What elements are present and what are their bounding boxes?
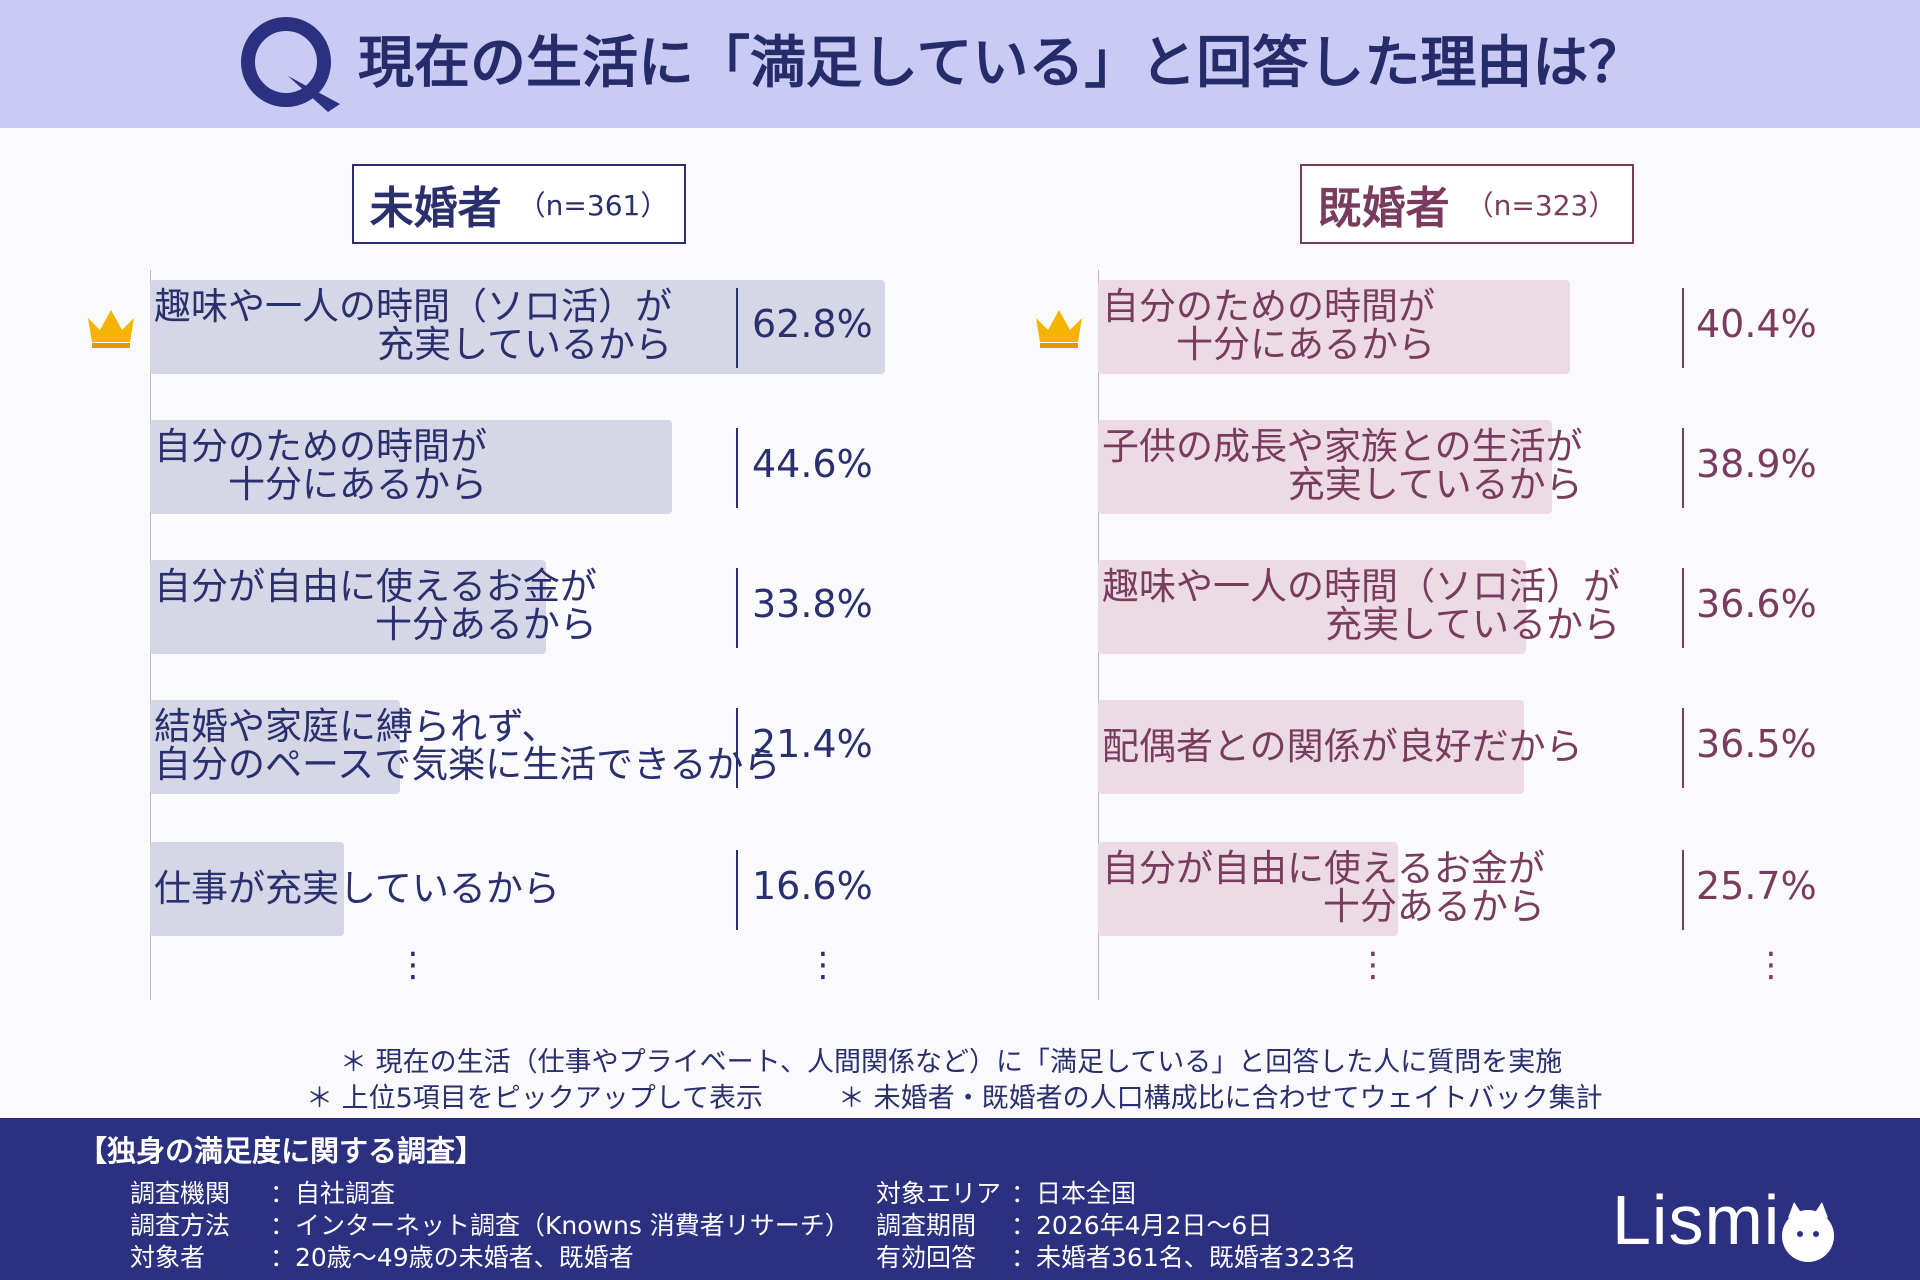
value-separator (736, 428, 738, 508)
q-mark-icon (241, 17, 340, 112)
bar-label: 子供の成長や家族との生活が 充実しているから (1102, 428, 1583, 504)
bar-label-line: 十分あるから (1322, 885, 1545, 928)
value-label: 36.6% (1696, 582, 1817, 626)
value-separator (1682, 428, 1684, 508)
bar-label: 趣味や一人の時間（ソロ活）が 充実しているから (1102, 568, 1620, 644)
crown-icon (1036, 310, 1082, 348)
ellipsis-vertical-icon: ⋮ (1356, 945, 1390, 985)
bar-label: 仕事が充実しているから (154, 870, 560, 908)
group-sample-size: （n=361） (517, 189, 669, 222)
footer-row: 調査機関 ：自社調査 (130, 1179, 396, 1208)
bar-label-line: 十分あるから (374, 603, 597, 646)
footer-row: 対象者 ：20歳～49歳の未婚者、既婚者 (130, 1243, 634, 1272)
bar-label-line: 子供の成長や家族との生活が (1102, 425, 1583, 468)
bar-label-line: 十分にあるから (228, 463, 487, 506)
bar-label-line: 配偶者との関係が良好だから (1102, 725, 1583, 768)
value-separator (736, 708, 738, 788)
bar-label: 自分のための時間が 十分にあるから (154, 428, 487, 504)
header-banner: 現在の生活に「満足している」と回答した理由は？ (0, 0, 1920, 128)
bar-label-line: 自分のペースで気楽に生活できるから (154, 743, 781, 786)
group-sample-size: （n=323） (1465, 189, 1617, 222)
bar (150, 280, 885, 374)
bar (1098, 420, 1552, 514)
bar-label-line: 充実しているから (1287, 463, 1583, 506)
bar-label-line: 趣味や一人の時間（ソロ活）が (154, 285, 672, 328)
bar-label-line: 趣味や一人の時間（ソロ活）が (1102, 565, 1620, 608)
bar-label-line: 充実しているから (377, 323, 672, 366)
value-label: 16.6% (752, 864, 873, 908)
value-separator (736, 288, 738, 368)
value-label: 33.8% (752, 582, 873, 626)
bar (150, 700, 400, 794)
group-label-unmarried: 未婚者 （n=361） (352, 164, 686, 244)
value-separator (1682, 288, 1684, 368)
note-weightback: ＊ 未婚者・既婚者の人口構成比に合わせてウェイトバック集計 (838, 1083, 1603, 1114)
footer-row: 調査方法 ：インターネット調査（Knowns 消費者リサーチ） (130, 1211, 850, 1240)
footer-row: 調査期間 ：2026年4月2日～6日 (876, 1211, 1273, 1240)
bar-label-line: 十分にあるから (1176, 323, 1435, 366)
bar-label-line: 仕事が充実しているから (154, 867, 560, 910)
value-label: 25.7% (1696, 864, 1817, 908)
cat-mascot-icon (1782, 1202, 1834, 1262)
group-label-married: 既婚者 （n=323） (1300, 164, 1634, 244)
bar-label: 自分が自由に使えるお金が 十分あるから (1102, 850, 1545, 926)
value-separator (1682, 708, 1684, 788)
bar (150, 560, 546, 654)
bar (150, 420, 672, 514)
bar (1098, 280, 1570, 374)
value-label: 40.4% (1696, 302, 1817, 346)
page-title: 現在の生活に「満足している」と回答した理由は？ (358, 31, 1645, 96)
value-label: 36.5% (1696, 722, 1817, 766)
ellipsis-vertical-icon: ⋮ (806, 945, 840, 985)
value-separator (1682, 850, 1684, 930)
value-label: 21.4% (752, 722, 873, 766)
bar (150, 842, 344, 936)
value-separator (736, 568, 738, 648)
bar-label: 自分のための時間が 十分にあるから (1102, 288, 1435, 364)
ellipsis-vertical-icon: ⋮ (396, 945, 430, 985)
bar-label-line: 自分のための時間が (1102, 285, 1435, 328)
bar-label: 自分が自由に使えるお金が 十分あるから (154, 568, 597, 644)
value-separator (1682, 568, 1684, 648)
crown-icon (88, 310, 134, 348)
bar-label: 結婚や家庭に縛られず、 自分のペースで気楽に生活できるから (154, 708, 780, 784)
bar (1098, 560, 1526, 654)
group-name: 未婚者 (369, 183, 502, 234)
bar-label-line: 充実しているから (1325, 603, 1620, 646)
bar-label-line: 自分が自由に使えるお金が (154, 565, 597, 608)
footer-row: 有効回答 ：未婚者361名、既婚者323名 (876, 1243, 1357, 1272)
ellipsis-vertical-icon: ⋮ (1754, 945, 1788, 985)
brand-logo: Lismi (1612, 1181, 1781, 1259)
value-label: 44.6% (752, 442, 873, 486)
group-name: 既婚者 (1317, 183, 1450, 234)
bar-label-line: 結婚や家庭に縛られず、 (154, 705, 559, 748)
value-separator (736, 850, 738, 930)
bar-label-line: 自分が自由に使えるお金が (1102, 847, 1545, 890)
survey-title: 【独身の満足度に関する調査】 (78, 1134, 485, 1168)
footer-row: 対象エリア ：日本全国 (876, 1179, 1137, 1208)
bar (1098, 842, 1398, 936)
survey-footer: 【独身の満足度に関する調査】 調査機関 ：自社調査 調査方法 ：インターネット調査（… (0, 1118, 1920, 1280)
bar-label-line: 自分のための時間が (154, 425, 487, 468)
value-label: 38.9% (1696, 442, 1817, 486)
note-line-1: ＊ 現在の生活（仕事やプライベート、人間関係など）に「満足している」と回答した人… (340, 1047, 1563, 1078)
bar (1098, 700, 1524, 794)
bar-label: 趣味や一人の時間（ソロ活）が 充実しているから (154, 288, 672, 364)
value-label: 62.8% (752, 302, 873, 346)
bar-label: 配偶者との関係が良好だから (1102, 728, 1583, 766)
note-top5: ＊ 上位5項目をピックアップして表示 (306, 1083, 763, 1114)
